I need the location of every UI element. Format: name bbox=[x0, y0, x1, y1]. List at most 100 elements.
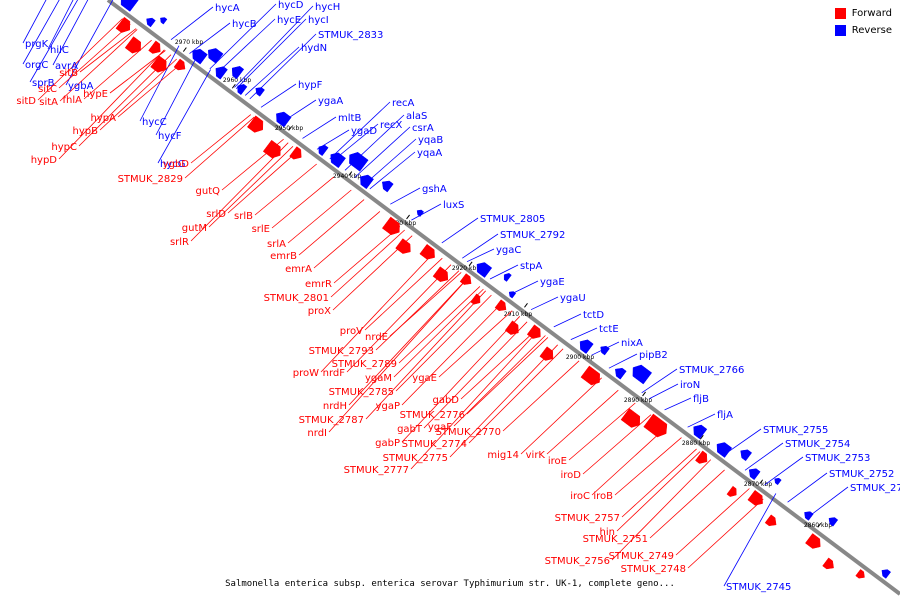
forward-gene-label: nrdE bbox=[365, 332, 388, 343]
reverse-gene bbox=[330, 152, 346, 169]
forward-leader-line bbox=[614, 437, 682, 496]
forward-gene-label: sitC bbox=[38, 84, 57, 95]
forward-leader-line bbox=[117, 62, 183, 118]
reverse-gene bbox=[748, 468, 761, 481]
reverse-gene bbox=[276, 111, 292, 128]
forward-gene-label: sitA bbox=[39, 97, 58, 108]
forward-gene bbox=[855, 569, 865, 579]
forward-gene-label: srlE bbox=[252, 224, 270, 235]
reverse-gene-label: STMUK_2755 bbox=[763, 425, 828, 436]
reverse-gene bbox=[615, 367, 627, 380]
forward-gene bbox=[432, 266, 449, 282]
reverse-leader-line bbox=[52, 0, 89, 66]
reverse-gene-label: hycC bbox=[142, 117, 167, 128]
forward-leader-line bbox=[468, 348, 564, 444]
forward-gene-label: STMUK_2777 bbox=[344, 465, 409, 476]
reverse-gene-label: STMUK_2805 bbox=[480, 214, 545, 225]
tick-label: 2910 kbp bbox=[504, 311, 532, 318]
reverse-leader-line bbox=[411, 203, 442, 221]
reverse-leader-line bbox=[22, 0, 60, 65]
forward-leader-line bbox=[398, 286, 481, 364]
tick-mark bbox=[817, 523, 822, 528]
reverse-gene-label: ygaU bbox=[560, 293, 586, 304]
forward-gene-label: mig14 bbox=[487, 450, 519, 461]
forward-swatch bbox=[834, 8, 846, 19]
forward-leader-line bbox=[208, 146, 294, 228]
reverse-leader-line bbox=[139, 45, 180, 122]
reverse-leader-line bbox=[390, 187, 421, 205]
forward-leader-line bbox=[393, 288, 484, 378]
forward-leader-line bbox=[401, 316, 521, 443]
reverse-gene bbox=[828, 517, 839, 527]
forward-gene-label: gutQ bbox=[196, 186, 221, 197]
reverse-leader-line bbox=[664, 397, 692, 411]
reverse-gene bbox=[476, 262, 493, 278]
reverse-leader-line bbox=[344, 114, 405, 171]
forward-gene-label: STMUK_2787 bbox=[299, 415, 364, 426]
forward-gene-label: STMUK_2793 bbox=[309, 346, 374, 357]
forward-gene-label: STMUK_2776 bbox=[400, 410, 465, 421]
reverse-gene-label: gshA bbox=[422, 184, 447, 195]
reverse-gene bbox=[600, 345, 610, 356]
forward-gene-label: STMUK_2829 bbox=[118, 174, 183, 185]
tick-mark bbox=[288, 126, 293, 131]
tick-mark bbox=[759, 479, 764, 485]
legend-reverse-label: Reverse bbox=[851, 25, 892, 36]
forward-leader-line bbox=[58, 49, 165, 160]
forward-leader-line bbox=[611, 459, 712, 561]
reverse-gene bbox=[740, 449, 753, 462]
reverse-leader-line bbox=[641, 368, 678, 394]
reverse-gene-label: ygaE bbox=[540, 277, 565, 288]
forward-gene-label: iroB bbox=[593, 491, 613, 502]
reverse-gene bbox=[632, 364, 653, 385]
forward-gene-label: proX bbox=[308, 306, 331, 317]
forward-gene-label: nrdI bbox=[307, 428, 327, 439]
reverse-gene-label: ygaC bbox=[496, 245, 521, 256]
reverse-gene-label: recX bbox=[380, 120, 403, 131]
forward-gene bbox=[459, 273, 472, 285]
forward-leader-line bbox=[460, 328, 538, 400]
genome-backbone bbox=[106, 0, 900, 596]
reverse-gene bbox=[579, 339, 594, 354]
reverse-gene bbox=[416, 209, 425, 217]
tick-label: 2870 kbp bbox=[744, 481, 772, 488]
reverse-gene-label: STMUK_2753 bbox=[805, 453, 870, 464]
forward-gene-label: STMUK_2801 bbox=[264, 293, 329, 304]
forward-gene-label: gabD bbox=[432, 395, 459, 406]
reverse-gene bbox=[503, 273, 512, 282]
forward-leader-line bbox=[568, 402, 636, 461]
forward-leader-line bbox=[395, 294, 492, 392]
reverse-gene bbox=[349, 152, 369, 172]
forward-leader-line bbox=[582, 414, 652, 475]
reverse-leader-line bbox=[209, 3, 277, 70]
forward-gene-label: srlB bbox=[234, 211, 253, 222]
reverse-gene-label: hycF bbox=[158, 131, 182, 142]
tick-label: 2900 kbp bbox=[566, 354, 594, 361]
tick-marks: 2970 kbp 2960 kbp 2950 kbp 2940 kbp 2930 kbp… bbox=[175, 39, 832, 529]
reverse-leader-line bbox=[787, 472, 828, 503]
forward-leader-line bbox=[79, 28, 137, 73]
forward-leader-line bbox=[591, 426, 668, 496]
forward-gene bbox=[395, 238, 411, 254]
forward-gene bbox=[494, 299, 507, 311]
forward-gene bbox=[470, 293, 481, 305]
legend-forward: Forward bbox=[834, 8, 892, 19]
reverse-gene-label: STMUK_2754 bbox=[785, 439, 850, 450]
forward-gene-label: proW bbox=[293, 368, 319, 379]
forward-gene-label: ygaE bbox=[412, 373, 437, 384]
reverse-gene-label: fljA bbox=[717, 410, 733, 421]
reverse-leader-line bbox=[155, 58, 197, 136]
reverse-leader-line bbox=[65, 0, 114, 86]
reverse-leader-line bbox=[570, 327, 598, 340]
forward-gene-label: STMUK_2774 bbox=[402, 439, 467, 450]
forward-gene-label: nrdH bbox=[323, 401, 347, 412]
reverse-gene bbox=[716, 442, 733, 458]
forward-gene-label: sitD bbox=[16, 96, 36, 107]
reverse-leader-line bbox=[354, 126, 411, 178]
forward-gene-label: ygaP bbox=[376, 401, 400, 412]
forward-leader-line bbox=[546, 389, 619, 455]
forward-gene bbox=[150, 55, 167, 73]
forward-leader-line bbox=[184, 116, 255, 179]
reverse-gene-label: STMUK_2766 bbox=[679, 365, 744, 376]
